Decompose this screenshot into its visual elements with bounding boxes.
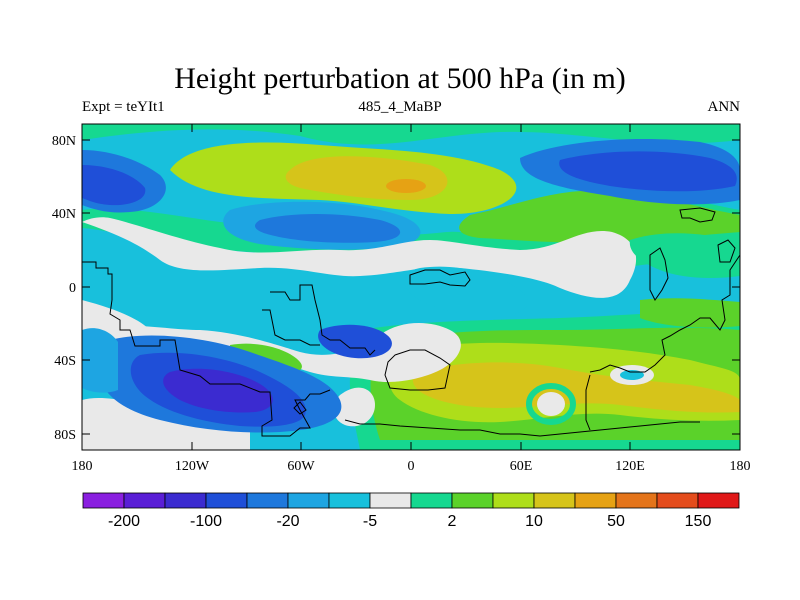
lat-tick-label: 80N	[52, 134, 76, 149]
colorbar-swatch	[369, 492, 412, 509]
colorbar-swatch	[697, 492, 740, 509]
colorbar-label: 150	[685, 513, 712, 530]
lon-tick-label: 120W	[175, 459, 210, 474]
lon-tick-label: 60W	[287, 459, 315, 474]
colorbar-swatch	[123, 492, 166, 509]
colorbar-swatch	[82, 492, 125, 509]
colorbar-label: -5	[363, 513, 377, 530]
colorbar-swatch	[615, 492, 658, 509]
colorbar-swatch	[246, 492, 289, 509]
colorbar-swatch	[410, 492, 453, 509]
lat-axis: 80N 40N 0 40S 80S	[52, 134, 740, 443]
plot-title: Height perturbation at 500 hPa (in m)	[174, 62, 626, 95]
colorbar-label: -100	[190, 513, 222, 530]
colorbar-label: 2	[448, 513, 457, 530]
colorbar-label: 50	[607, 513, 625, 530]
colorbar	[82, 492, 740, 509]
colorbar-swatch	[287, 492, 330, 509]
colorbar-swatch	[164, 492, 207, 509]
colorbar-label: -200	[108, 513, 140, 530]
lat-tick-label: 40S	[54, 354, 76, 369]
colorbar-labels: -200 -100 -20 -5 2 10 50 150	[108, 513, 711, 530]
experiment-label: Expt = teYIt1	[82, 99, 165, 115]
lat-tick-label: 40N	[52, 207, 76, 222]
colorbar-swatch	[492, 492, 535, 509]
lon-tick-label: 0	[408, 459, 415, 474]
lon-tick-label: 120E	[615, 459, 645, 474]
lon-axis: 180 120W 60W 0 60E 120E 180	[72, 124, 751, 474]
colorbar-swatch	[328, 492, 371, 509]
colorbar-swatch	[574, 492, 617, 509]
colorbar-swatch	[451, 492, 494, 509]
colorbar-swatch	[533, 492, 576, 509]
lon-tick-label: 60E	[510, 459, 533, 474]
lat-tick-label: 80S	[54, 428, 76, 443]
period-label: 485_4_MaBP	[358, 99, 442, 115]
colorbar-swatch	[205, 492, 248, 509]
colorbar-label: -20	[276, 513, 299, 530]
lat-tick-label: 0	[69, 281, 76, 296]
lon-tick-label: 180	[730, 459, 751, 474]
colorbar-swatch	[656, 492, 699, 509]
contour-field	[82, 124, 740, 450]
coastlines	[82, 207, 740, 437]
season-label: ANN	[707, 99, 741, 115]
colorbar-label: 10	[525, 513, 543, 530]
lon-tick-label: 180	[72, 459, 93, 474]
